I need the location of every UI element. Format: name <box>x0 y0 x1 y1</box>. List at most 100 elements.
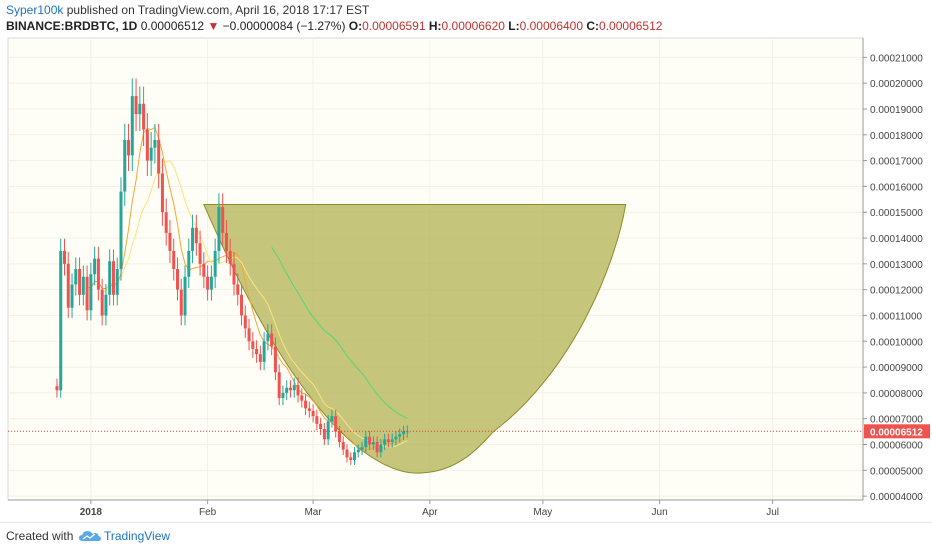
candle-body <box>341 441 345 450</box>
candle-body <box>70 284 74 308</box>
candle-body <box>81 276 85 295</box>
candle-body <box>168 232 172 251</box>
moving-averages <box>86 126 408 452</box>
candle-body <box>138 103 142 115</box>
x-tick-label: Jun <box>652 507 668 518</box>
candle-body <box>127 139 131 156</box>
ma-long-line <box>271 247 408 419</box>
candle-body <box>266 333 270 342</box>
candle-body <box>119 191 123 269</box>
y-tick-label: 0.00018000 <box>870 131 923 142</box>
candle-body <box>281 392 285 399</box>
candle-body <box>164 212 168 233</box>
x-tick-label: 2018 <box>80 507 103 518</box>
candle-body <box>292 385 296 391</box>
price-axis[interactable]: 0.00021000 0.00020000 0.00019000 0.00018000… <box>862 38 923 503</box>
candle-body <box>319 423 323 430</box>
candle-body <box>322 429 326 440</box>
candle-body <box>142 103 146 130</box>
y-tick-label: 0.00017000 <box>870 157 923 168</box>
x-tick-label: Apr <box>422 507 438 518</box>
candle-body <box>145 129 149 161</box>
tradingview-brand-link[interactable]: TradingView <box>104 529 171 543</box>
down-arrow-icon: ▼ <box>207 19 220 33</box>
author-link[interactable]: Syper100k <box>6 3 64 17</box>
candle-body <box>96 258 100 290</box>
candle-body <box>111 261 115 295</box>
published-text: published on TradingView.com, April 16, … <box>66 3 370 17</box>
publish-info: Syper100k published on TradingView.com, … <box>6 3 369 17</box>
candle-body <box>187 250 191 277</box>
chart-header: Syper100k published on TradingView.com, … <box>0 0 932 36</box>
candle-body <box>345 449 349 458</box>
candle-body <box>179 289 183 316</box>
candle-body <box>221 207 225 233</box>
candle-body <box>334 416 338 432</box>
candle-body <box>74 269 78 285</box>
candle-body <box>104 294 108 316</box>
last-price-tag <box>864 424 930 439</box>
candle-body <box>160 173 164 213</box>
y-tick-label: 0.00011000 <box>870 311 923 322</box>
candle-body <box>100 289 104 316</box>
candle-body <box>330 416 334 422</box>
candle-body <box>206 276 210 290</box>
y-tick-label: 0.00005000 <box>870 466 923 477</box>
candle-body <box>262 341 266 362</box>
candle-body <box>202 263 206 277</box>
candle-body <box>304 400 308 409</box>
candle-body <box>360 447 364 450</box>
candle-body <box>398 434 402 437</box>
candle-body <box>349 457 353 460</box>
ma-slow-line <box>102 160 408 448</box>
last-price-tag-label: 0.00006512 <box>870 427 923 438</box>
candle-body <box>78 269 82 295</box>
low-label: L: <box>508 19 520 33</box>
candle-body <box>183 276 187 316</box>
high-value: 0.00006620 <box>441 19 505 33</box>
candle-body <box>240 294 244 316</box>
candle-body <box>390 439 394 442</box>
candle-body <box>172 250 176 269</box>
candle-body <box>115 269 119 295</box>
y-tick-label: 0.00013000 <box>870 260 923 271</box>
y-tick-label: 0.00014000 <box>870 234 923 245</box>
last-price-line: 0.00006512 <box>8 424 930 439</box>
candle-body <box>85 276 89 311</box>
candle-body <box>277 372 281 399</box>
candle-body <box>66 263 70 308</box>
x-tick-label: May <box>533 507 552 518</box>
candle-body <box>123 139 127 192</box>
candle-body <box>62 250 66 264</box>
candle-body <box>59 250 63 391</box>
candle-body <box>356 449 360 453</box>
y-tick-label: 0.00016000 <box>870 182 923 193</box>
y-tick-label: 0.00015000 <box>870 208 923 219</box>
candle-body <box>228 250 232 264</box>
candle-body <box>364 436 368 448</box>
time-axis[interactable]: 2018 Feb Mar Apr May Jun Jul <box>8 499 863 518</box>
candle-body <box>296 385 300 396</box>
y-tick-label: 0.00006000 <box>870 441 923 452</box>
candle-body <box>153 139 157 148</box>
candle-body <box>251 341 255 350</box>
candle-body <box>93 258 97 275</box>
candle-body <box>353 452 357 460</box>
candle-body <box>337 431 341 442</box>
y-tick-label: 0.00021000 <box>870 53 923 64</box>
footer: Created with TradingView <box>0 522 932 551</box>
candle-body <box>311 410 315 417</box>
y-tick-label: 0.00009000 <box>870 363 923 374</box>
price-chart[interactable]: 0.00006512 0.00021000 0.00020000 0.0001900… <box>0 36 932 522</box>
candle-body <box>198 243 202 264</box>
candle-body <box>300 395 304 401</box>
candle-body <box>213 250 217 277</box>
ohlc-legend: BINANCE:BRDBTC, 1D 0.00006512 ▼ −0.00000… <box>6 19 662 33</box>
symbol-label[interactable]: BINANCE:BRDBTC, 1D <box>6 19 138 33</box>
y-tick-label: 0.00010000 <box>870 337 923 348</box>
candle-body <box>273 346 277 373</box>
candle-body <box>217 207 221 251</box>
candle-body <box>89 274 93 311</box>
candle-body <box>368 436 372 445</box>
candle-body <box>394 436 398 440</box>
